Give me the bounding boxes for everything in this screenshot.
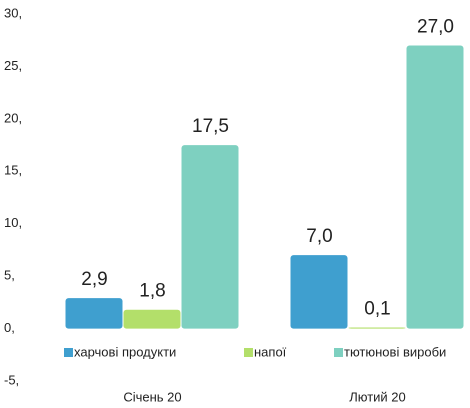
value-label: 17,5 — [192, 116, 229, 137]
y-tick-label: -5, — [4, 372, 19, 387]
y-tick-label: 5, — [4, 268, 15, 283]
value-label: 7,0 — [306, 226, 332, 247]
y-tick-label: 15, — [4, 163, 22, 178]
value-label: 1,8 — [139, 281, 165, 302]
legend-marker — [334, 348, 343, 357]
bar — [406, 45, 464, 329]
y-tick-label: 30, — [4, 5, 22, 20]
legend-marker — [64, 348, 73, 357]
y-tick-label: 20, — [4, 110, 22, 125]
y-tick-label: 10, — [4, 215, 22, 230]
value-label: 27,0 — [417, 16, 454, 37]
bar — [123, 309, 181, 329]
bar — [290, 255, 348, 329]
legend-label: напої — [254, 344, 287, 359]
legend-label: тютюнові вироби — [344, 344, 446, 359]
bar — [348, 327, 406, 329]
x-tick-label: Січень 20 — [123, 389, 181, 404]
value-label: 2,9 — [81, 269, 107, 290]
legend-label: харчові продукти — [74, 344, 176, 359]
legend-marker — [244, 348, 253, 357]
x-tick-label: Лютий 20 — [349, 389, 406, 404]
y-tick-label: 25, — [4, 58, 22, 73]
value-label: 0,1 — [364, 299, 390, 320]
y-tick-label: 0, — [4, 320, 15, 335]
bar — [181, 145, 239, 329]
bar — [65, 298, 123, 329]
